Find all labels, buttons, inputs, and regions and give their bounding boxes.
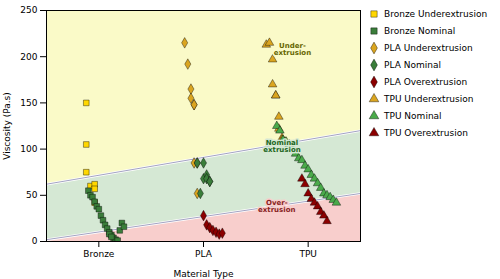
- svg-text:250: 250: [20, 5, 37, 15]
- svg-text:PLA: PLA: [195, 249, 213, 259]
- svg-text:Bronze: Bronze: [83, 249, 115, 259]
- svg-text:Over-extrusion: Over-extrusion: [258, 199, 295, 214]
- svg-text:0: 0: [32, 236, 38, 246]
- svg-text:Viscosity (Pa.s): Viscosity (Pa.s): [2, 92, 12, 160]
- svg-text:TPU: TPU: [298, 249, 317, 259]
- html-text:Bronze Nominal: Bronze Nominal: [384, 26, 456, 36]
- svg-text:200: 200: [20, 52, 37, 62]
- html-text:PLA Overextrusion: PLA Overextrusion: [384, 77, 468, 87]
- svg-text:Nominalextrusion: Nominalextrusion: [263, 139, 300, 154]
- html-text:TPU Nominal: TPU Nominal: [384, 111, 442, 121]
- svg-text:Material Type: Material Type: [173, 269, 234, 279]
- html-text:PLA Nominal: PLA Nominal: [384, 60, 441, 70]
- html-text:PLA Underextrusion: PLA Underextrusion: [384, 43, 473, 53]
- svg-text:100: 100: [20, 144, 37, 154]
- html-text:Bronze Underextrusion: Bronze Underextrusion: [384, 9, 488, 19]
- html-text:TPU Underextrusion: TPU Underextrusion: [384, 94, 474, 104]
- svg-text:150: 150: [20, 98, 37, 108]
- svg-text:Under-extrusion: Under-extrusion: [274, 42, 311, 57]
- html-text:TPU Overextrusion: TPU Overextrusion: [384, 128, 468, 138]
- svg-text:50: 50: [26, 190, 38, 200]
